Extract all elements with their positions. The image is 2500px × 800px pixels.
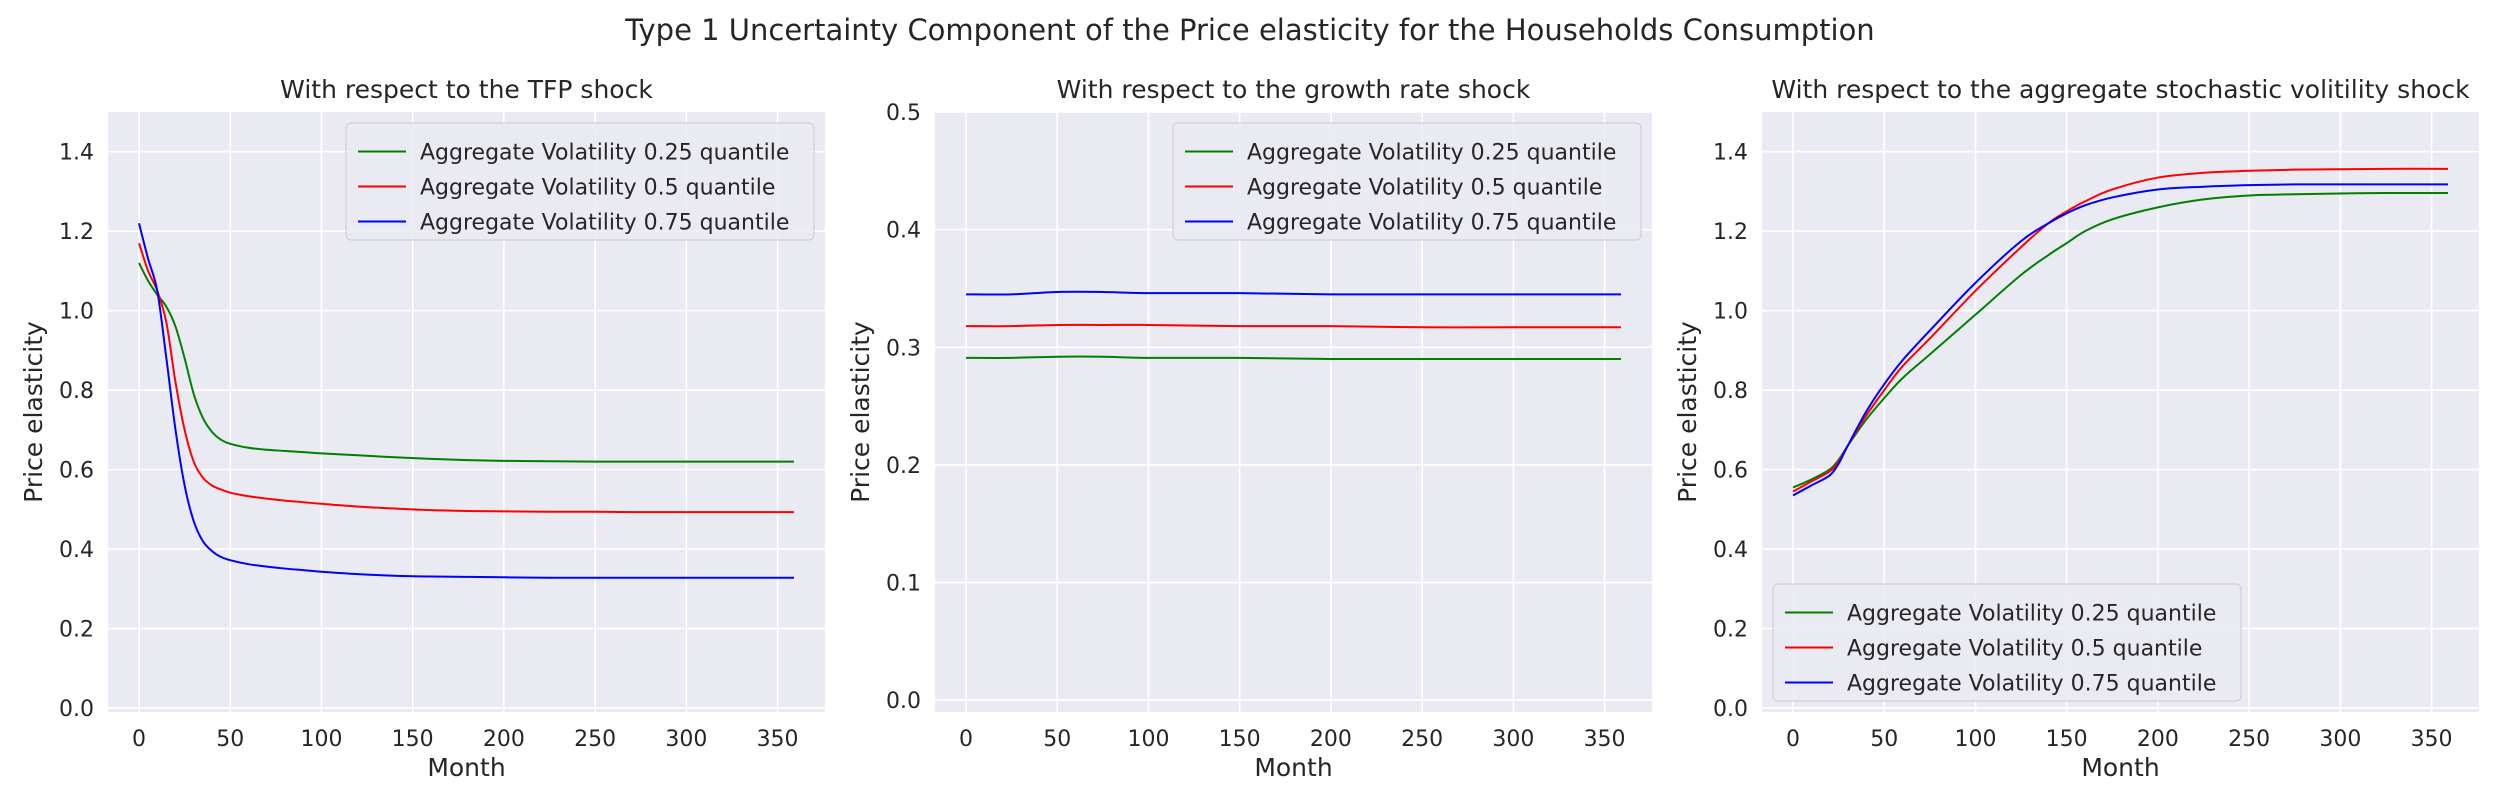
y-tick-label: 0.8 xyxy=(59,379,94,404)
y-tick-label: 0.6 xyxy=(1713,459,1748,484)
figure-suptitle: Type 1 Uncertainty Component of the Pric… xyxy=(624,13,1874,47)
legend-label: Aggregate Volatility 0.75 quantile xyxy=(1247,211,1616,236)
chart-panel-1: 0 50 100 150 200 250 300 350 0.0 0.2 0.4 0.6 0.8 1.0 1… xyxy=(19,75,825,782)
x-tick-label: 50 xyxy=(1870,727,1898,752)
legend-label: Aggregate Volatility 0.25 quantile xyxy=(1847,602,2216,627)
x-axis-label: Month xyxy=(427,753,505,782)
panel-title: With respect to the TFP shock xyxy=(280,75,653,104)
y-tick-label: 0.0 xyxy=(1713,697,1748,722)
y-tick-label: 0.3 xyxy=(886,336,921,361)
x-tick-label: 150 xyxy=(2046,727,2088,752)
legend: Aggregate Volatility 0.25 quantile Aggreg… xyxy=(1772,583,2242,702)
y-tick-label: 0.2 xyxy=(1713,618,1748,643)
series-line-2 xyxy=(138,242,794,514)
x-tick-label: 250 xyxy=(574,727,616,752)
x-tick-label: 50 xyxy=(216,727,244,752)
x-axis-label: Month xyxy=(2081,753,2159,782)
series-line-3 xyxy=(1792,183,2448,497)
legend-label: Aggregate Volatility 0.25 quantile xyxy=(1247,141,1616,166)
y-tick-label: 0.8 xyxy=(1713,379,1748,404)
y-tick-label: 1.0 xyxy=(1713,300,1748,325)
legend-label: Aggregate Volatility 0.5 quantile xyxy=(1847,637,2202,662)
x-tick-label: 0 xyxy=(959,727,973,752)
series-line-1 xyxy=(966,355,1621,361)
x-tick-label: 200 xyxy=(2137,727,2179,752)
series-line-3 xyxy=(966,290,1621,296)
y-tick-label: 0.4 xyxy=(1713,538,1748,563)
x-tick-label: 100 xyxy=(300,727,342,752)
legend-label: Aggregate Volatility 0.5 quantile xyxy=(1247,176,1602,201)
y-tick-label: 0.4 xyxy=(59,538,94,563)
y-tick-label: 0.0 xyxy=(886,689,921,714)
x-tick-label: 200 xyxy=(483,727,525,752)
x-tick-label: 300 xyxy=(665,727,707,752)
y-tick-label: 1.2 xyxy=(1713,220,1748,245)
y-axis-label: Price elasticity xyxy=(846,321,875,503)
y-tick-label: 1.2 xyxy=(59,220,94,245)
x-tick-label: 100 xyxy=(1954,727,1996,752)
y-tick-label: 0.2 xyxy=(886,454,921,479)
x-tick-label: 50 xyxy=(1043,727,1071,752)
y-tick-label: 1.4 xyxy=(1713,141,1748,166)
legend-box xyxy=(1772,583,2242,702)
legend-label: Aggregate Volatility 0.25 quantile xyxy=(420,141,789,166)
x-tick-label: 250 xyxy=(2228,727,2270,752)
x-tick-label: 200 xyxy=(1310,727,1352,752)
legend-label: Aggregate Volatility 0.5 quantile xyxy=(420,176,775,201)
legend-box xyxy=(1172,122,1642,241)
legend-box xyxy=(345,122,815,241)
y-axis-label: Price elasticity xyxy=(1673,321,1702,503)
legend-label: Aggregate Volatility 0.75 quantile xyxy=(1847,672,2216,697)
y-tick-label: 0.1 xyxy=(886,572,921,597)
x-tick-label: 350 xyxy=(2411,727,2453,752)
x-tick-label: 150 xyxy=(392,727,434,752)
panel-title: With respect to the growth rate shock xyxy=(1057,75,1531,104)
x-tick-label: 250 xyxy=(1401,727,1443,752)
x-axis-label: Month xyxy=(1254,753,1332,782)
x-tick-label: 0 xyxy=(1786,727,1800,752)
x-tick-label: 0 xyxy=(132,727,146,752)
chart-panel-2: 0 50 100 150 200 250 300 350 0.0 0.1 0.2 0.3 0.4 0.5 M… xyxy=(846,75,1652,782)
y-tick-label: 0.0 xyxy=(59,697,94,722)
y-tick-label: 0.5 xyxy=(886,101,921,126)
series-line-1 xyxy=(138,262,794,463)
legend-label: Aggregate Volatility 0.75 quantile xyxy=(420,211,789,236)
x-tick-label: 350 xyxy=(757,727,799,752)
y-tick-label: 0.6 xyxy=(59,459,94,484)
y-tick-label: 0.4 xyxy=(886,219,921,244)
series-line-2 xyxy=(966,323,1621,329)
x-tick-label: 300 xyxy=(1492,727,1534,752)
x-tick-label: 100 xyxy=(1127,727,1169,752)
panel-title: With respect to the aggregate stochastic… xyxy=(1771,75,2470,104)
y-tick-label: 0.2 xyxy=(59,618,94,643)
chart-panel-3: 0 50 100 150 200 250 300 350 0.0 0.2 0.4 0.6 0.8 1.0 1… xyxy=(1673,75,2479,782)
series-line-3 xyxy=(138,223,794,579)
x-tick-label: 300 xyxy=(2319,727,2361,752)
legend: Aggregate Volatility 0.25 quantile Aggreg… xyxy=(1172,122,1642,241)
x-tick-label: 350 xyxy=(1584,727,1626,752)
y-tick-label: 1.4 xyxy=(59,141,94,166)
x-tick-label: 150 xyxy=(1219,727,1261,752)
y-tick-label: 1.0 xyxy=(59,300,94,325)
y-axis-label: Price elasticity xyxy=(19,321,48,503)
legend: Aggregate Volatility 0.25 quantile Aggreg… xyxy=(345,122,815,241)
